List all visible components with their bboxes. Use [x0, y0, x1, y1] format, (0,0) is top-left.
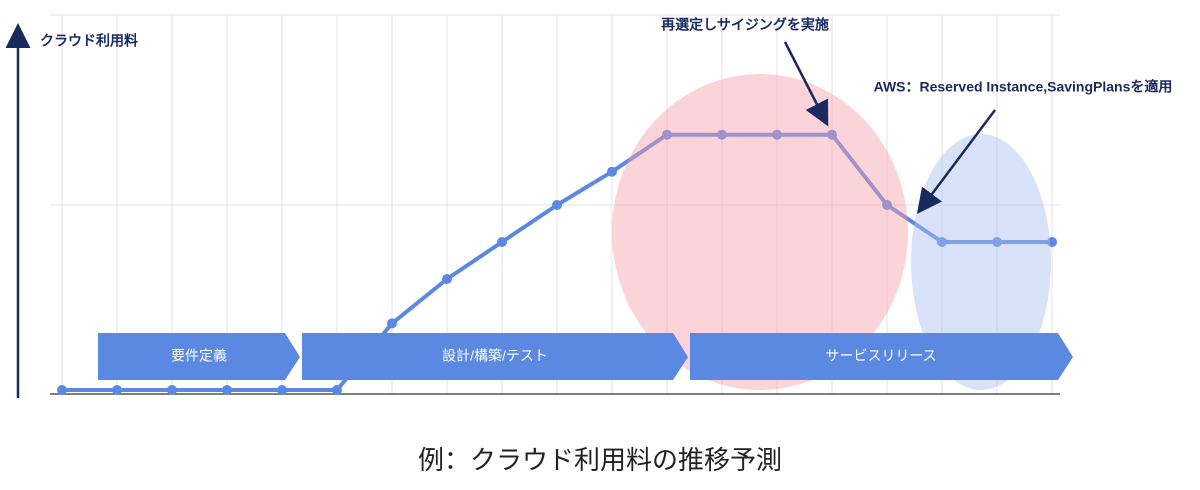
- point: [332, 385, 342, 395]
- point: [277, 385, 287, 395]
- point: [57, 385, 67, 395]
- point: [992, 237, 1002, 247]
- plot: [57, 129, 1057, 395]
- point: [112, 385, 122, 395]
- point: [497, 237, 507, 247]
- y-axis-label: クラウド利用料: [40, 33, 138, 49]
- phase-arrow: [690, 333, 1073, 380]
- point: [552, 200, 562, 210]
- grid: [50, 14, 1060, 394]
- point: [882, 200, 892, 210]
- point: [607, 166, 617, 177]
- phase-label: 要件定義: [171, 348, 227, 364]
- phase-arrow: [302, 333, 688, 380]
- phase-label: 設計/構築/テスト: [442, 348, 548, 364]
- phases: 要件定義 設計/構築/テスト サービスリリース: [98, 333, 1073, 380]
- point: [772, 129, 782, 140]
- phase-label: サービスリリース: [825, 348, 936, 364]
- annotation: 再選定しサイジングを実施: [661, 17, 829, 33]
- phase-arrow: [98, 333, 300, 380]
- point: [387, 318, 397, 329]
- point: [167, 385, 177, 395]
- point: [222, 385, 232, 395]
- annotation: AWS：Reserved Instance,SavingPlansを適用: [874, 79, 1173, 95]
- highlight-reserved: [911, 134, 1051, 390]
- highlight-resize: [612, 74, 908, 390]
- annotation-arrow: [783, 41, 829, 127]
- point: [937, 237, 947, 247]
- point: [717, 129, 727, 140]
- annotation-arrow: [917, 109, 996, 214]
- point: [1047, 237, 1057, 247]
- chart-title: 例：クラウド利用料の推移予測: [418, 445, 782, 475]
- point: [442, 274, 452, 284]
- point: [827, 129, 837, 140]
- point: [662, 129, 672, 140]
